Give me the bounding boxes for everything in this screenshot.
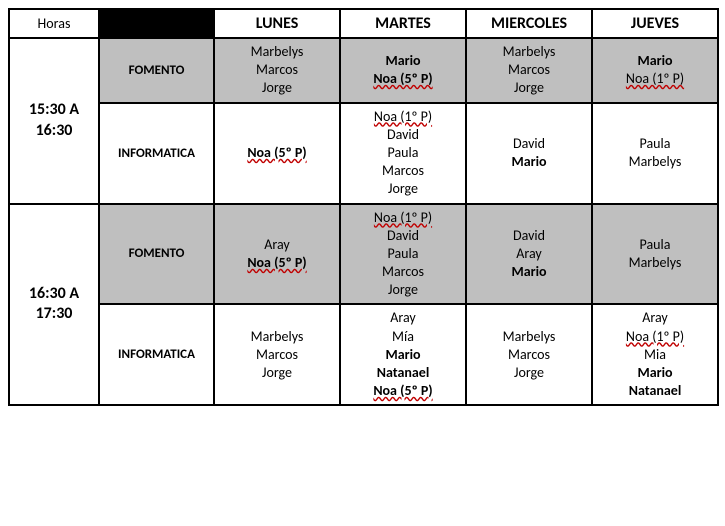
- schedule-table: Horas LUNES MARTES MIERCOLES JUEVES 15:3…: [8, 8, 719, 406]
- person-name: Marbelys: [469, 43, 589, 61]
- category-cell: INFORMATICA: [99, 103, 214, 204]
- schedule-cell: PaulaMarbelys: [592, 103, 718, 204]
- person-name: David: [343, 126, 463, 144]
- person-name: Mario: [469, 263, 589, 281]
- person-name: Marcos: [469, 346, 589, 364]
- person-name: Paula: [343, 144, 463, 162]
- person-name: Mario: [343, 52, 463, 70]
- time-range: 16:30 A17:30: [9, 204, 99, 406]
- person-name: Marbelys: [595, 153, 715, 171]
- person-name: Noa (1º P): [595, 328, 715, 346]
- person-name: Marcos: [217, 346, 337, 364]
- person-name: Jorge: [217, 364, 337, 382]
- person-name: Noa (1º P): [343, 209, 463, 227]
- person-name: Marbelys: [217, 328, 337, 346]
- person-name: Marbelys: [469, 328, 589, 346]
- schedule-cell: DavidArayMario: [466, 204, 592, 305]
- day-header: JUEVES: [592, 9, 718, 38]
- header-row: Horas LUNES MARTES MIERCOLES JUEVES: [9, 9, 718, 38]
- day-header: MARTES: [340, 9, 466, 38]
- schedule-cell: PaulaMarbelys: [592, 204, 718, 305]
- person-name: David: [469, 135, 589, 153]
- schedule-cell: DavidMario: [466, 103, 592, 204]
- day-header: LUNES: [214, 9, 340, 38]
- schedule-cell: MarbelysMarcosJorge: [466, 304, 592, 405]
- person-name: Mario: [595, 364, 715, 382]
- category-cell: INFORMATICA: [99, 304, 214, 405]
- category-cell: FOMENTO: [99, 204, 214, 305]
- day-header: MIERCOLES: [466, 9, 592, 38]
- schedule-cell: Noa (5º P): [214, 103, 340, 204]
- schedule-cell: Noa (1º P)DavidPaulaMarcosJorge: [340, 204, 466, 305]
- person-name: Aray: [469, 245, 589, 263]
- person-name: Paula: [595, 135, 715, 153]
- person-name: Aray: [343, 309, 463, 327]
- person-name: Noa (1º P): [343, 108, 463, 126]
- person-name: David: [343, 227, 463, 245]
- person-name: Marbelys: [217, 43, 337, 61]
- table-row: INFORMATICANoa (5º P)Noa (1º P)DavidPaul…: [9, 103, 718, 204]
- person-name: Noa (5º P): [343, 70, 463, 88]
- category-cell: FOMENTO: [99, 38, 214, 103]
- person-name: Mario: [469, 153, 589, 171]
- table-row: 15:30 A16:30FOMENTOMarbelysMarcosJorgeMa…: [9, 38, 718, 103]
- person-name: Jorge: [469, 79, 589, 97]
- person-name: Paula: [343, 245, 463, 263]
- person-name: Noa (1º P): [595, 70, 715, 88]
- person-name: Noa (5º P): [343, 382, 463, 400]
- person-name: Mario: [343, 346, 463, 364]
- person-name: Noa (5º P): [217, 144, 337, 162]
- schedule-cell: ArayNoa (1º P)MiaMarioNatanael: [592, 304, 718, 405]
- person-name: Jorge: [217, 79, 337, 97]
- person-name: Noa (5º P): [217, 254, 337, 272]
- schedule-cell: ArayMíaMarioNatanaelNoa (5º P): [340, 304, 466, 405]
- table-row: INFORMATICAMarbelysMarcosJorgeArayMíaMar…: [9, 304, 718, 405]
- person-name: Aray: [217, 236, 337, 254]
- person-name: Natanael: [343, 364, 463, 382]
- schedule-cell: MarioNoa (1º P): [592, 38, 718, 103]
- person-name: Jorge: [343, 281, 463, 299]
- person-name: Mia: [595, 346, 715, 364]
- person-name: Aray: [595, 309, 715, 327]
- schedule-cell: MarioNoa (5º P): [340, 38, 466, 103]
- time-range: 15:30 A16:30: [9, 38, 99, 204]
- person-name: Mario: [595, 52, 715, 70]
- person-name: Paula: [595, 236, 715, 254]
- person-name: David: [469, 227, 589, 245]
- hours-header: Horas: [9, 9, 99, 38]
- person-name: Marbelys: [595, 254, 715, 272]
- table-row: 16:30 A17:30FOMENTOArayNoa (5º P)Noa (1º…: [9, 204, 718, 305]
- person-name: Marcos: [343, 263, 463, 281]
- black-cell: [99, 9, 214, 38]
- person-name: Jorge: [469, 364, 589, 382]
- schedule-cell: MarbelysMarcosJorge: [214, 304, 340, 405]
- schedule-cell: ArayNoa (5º P): [214, 204, 340, 305]
- person-name: Mía: [343, 328, 463, 346]
- schedule-cell: Noa (1º P)DavidPaulaMarcosJorge: [340, 103, 466, 204]
- person-name: Natanael: [595, 382, 715, 400]
- person-name: Marcos: [343, 162, 463, 180]
- person-name: Marcos: [217, 61, 337, 79]
- schedule-cell: MarbelysMarcosJorge: [214, 38, 340, 103]
- person-name: Marcos: [469, 61, 589, 79]
- schedule-cell: MarbelysMarcosJorge: [466, 38, 592, 103]
- person-name: Jorge: [343, 180, 463, 198]
